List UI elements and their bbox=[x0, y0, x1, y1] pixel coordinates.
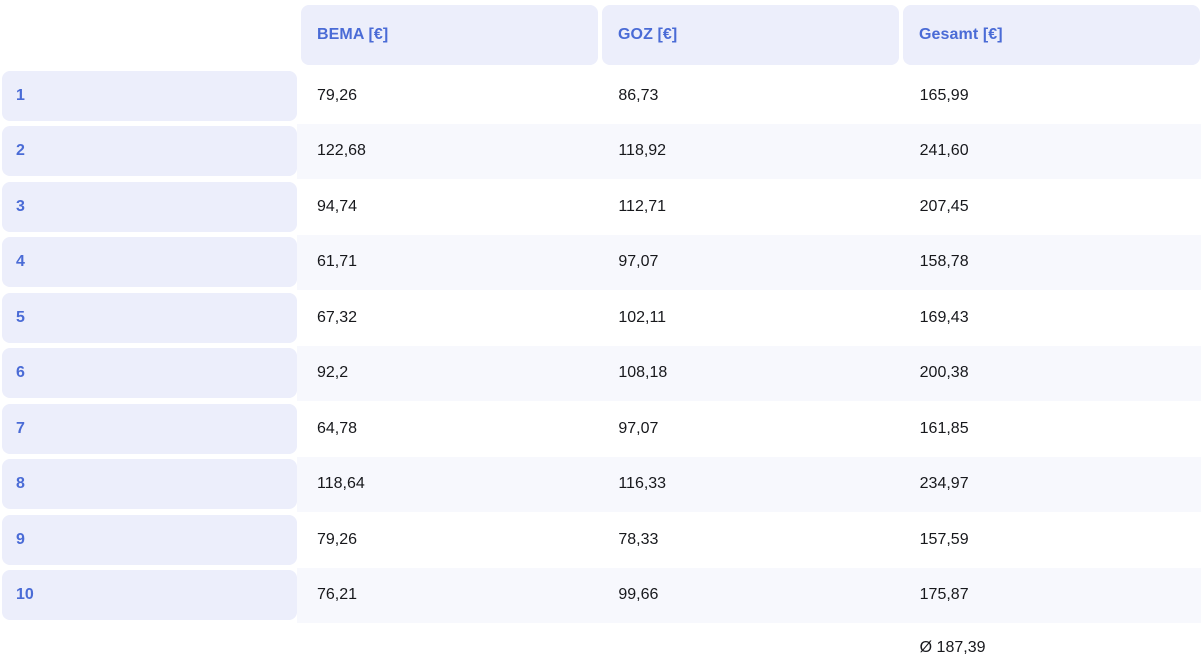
cell-bema: 76,21 bbox=[317, 586, 358, 604]
cell-goz: 99,66 bbox=[618, 586, 659, 604]
row-data: 79,26 86,73 165,99 bbox=[297, 68, 1201, 124]
cell-bema: 118,64 bbox=[317, 475, 365, 493]
cell-gesamt: 234,97 bbox=[919, 475, 969, 493]
row-header-wrap: 5 bbox=[0, 290, 297, 346]
footer-cell-bema bbox=[297, 623, 598, 672]
row-header: 9 bbox=[2, 514, 297, 565]
row-data: 118,64 116,33 234,97 bbox=[297, 456, 1201, 512]
row-data: 76,21 99,66 175,87 bbox=[297, 567, 1201, 623]
row-header: 4 bbox=[2, 237, 297, 287]
table-body: 1 79,26 86,73 165,99 2 122,68 118,92 241… bbox=[0, 68, 1201, 623]
cell-bema: 79,26 bbox=[317, 530, 358, 548]
cell-goz: 97,07 bbox=[618, 253, 659, 271]
cell-gesamt: 161,85 bbox=[919, 419, 969, 437]
cell-bema: 67,32 bbox=[317, 308, 358, 326]
table-row: 10 76,21 99,66 175,87 bbox=[0, 567, 1201, 624]
table-row: 9 79,26 78,33 157,59 bbox=[0, 512, 1201, 568]
table-row: 6 92,2 108,18 200,38 bbox=[0, 345, 1201, 402]
footer-cell-goz bbox=[598, 623, 899, 672]
row-data: 92,2 108,18 200,38 bbox=[297, 345, 1201, 401]
row-header: 8 bbox=[2, 459, 297, 509]
row-header: 1 bbox=[2, 70, 297, 121]
cell-gesamt: 157,59 bbox=[919, 530, 969, 548]
row-header-wrap: 8 bbox=[0, 457, 297, 513]
row-header-wrap: 6 bbox=[0, 346, 297, 402]
cell-goz: 118,92 bbox=[618, 142, 667, 160]
footer-cell-gesamt-average: Ø 187,39 bbox=[919, 639, 986, 656]
cell-goz: 78,33 bbox=[618, 530, 659, 548]
table-row: 3 94,74 112,71 207,45 bbox=[0, 179, 1201, 235]
row-header-wrap: 3 bbox=[0, 179, 297, 235]
row-data: 79,26 78,33 157,59 bbox=[297, 512, 1201, 568]
table-header-row: BEMA [€] GOZ [€] Gesamt [€] bbox=[301, 5, 1201, 65]
row-header: 10 bbox=[2, 570, 297, 620]
cell-gesamt: 158,78 bbox=[919, 253, 969, 271]
cell-bema: 92,2 bbox=[317, 364, 349, 382]
cell-bema: 61,71 bbox=[317, 253, 358, 271]
row-data: 94,74 112,71 207,45 bbox=[297, 179, 1201, 235]
cell-bema: 79,26 bbox=[317, 86, 358, 104]
cell-bema: 122,68 bbox=[317, 142, 366, 160]
column-header-goz: GOZ [€] bbox=[602, 5, 899, 65]
cell-goz: 112,71 bbox=[618, 197, 667, 215]
row-header-wrap: 2 bbox=[0, 124, 297, 180]
cell-gesamt: 207,45 bbox=[919, 197, 969, 215]
cell-goz: 97,07 bbox=[618, 419, 659, 437]
table-row: 1 79,26 86,73 165,99 bbox=[0, 68, 1201, 124]
cell-goz: 116,33 bbox=[618, 475, 667, 493]
cell-goz: 108,18 bbox=[618, 364, 668, 382]
row-header: 2 bbox=[2, 126, 297, 176]
cell-gesamt: 241,60 bbox=[919, 142, 969, 160]
row-header-wrap: 4 bbox=[0, 235, 297, 291]
table-row: 7 64,78 97,07 161,85 bbox=[0, 401, 1201, 457]
row-header: 6 bbox=[2, 348, 297, 398]
row-data: 67,32 102,11 169,43 bbox=[297, 290, 1201, 346]
column-header-bema: BEMA [€] bbox=[301, 5, 598, 65]
row-header: 3 bbox=[2, 181, 297, 232]
table-row: 4 61,71 97,07 158,78 bbox=[0, 234, 1201, 291]
row-data: 122,68 118,92 241,60 bbox=[297, 123, 1201, 179]
row-header-wrap: 10 bbox=[0, 568, 297, 624]
cell-bema: 94,74 bbox=[317, 197, 358, 215]
table-row: 5 67,32 102,11 169,43 bbox=[0, 290, 1201, 346]
row-header-wrap: 7 bbox=[0, 401, 297, 457]
table-footer-row: Ø 187,39 bbox=[297, 623, 1201, 672]
cell-gesamt: 175,87 bbox=[919, 586, 969, 604]
row-header: 7 bbox=[2, 403, 297, 454]
row-data: 64,78 97,07 161,85 bbox=[297, 401, 1201, 457]
cell-gesamt: 169,43 bbox=[919, 308, 969, 326]
row-data: 61,71 97,07 158,78 bbox=[297, 234, 1201, 290]
row-header-wrap: 1 bbox=[0, 68, 297, 124]
table-row: 8 118,64 116,33 234,97 bbox=[0, 456, 1201, 513]
row-header-wrap: 9 bbox=[0, 512, 297, 568]
cell-gesamt: 200,38 bbox=[919, 364, 969, 382]
row-header: 5 bbox=[2, 292, 297, 343]
cell-gesamt: 165,99 bbox=[919, 86, 969, 104]
cell-goz: 102,11 bbox=[618, 308, 667, 326]
column-header-gesamt: Gesamt [€] bbox=[903, 5, 1200, 65]
cell-goz: 86,73 bbox=[618, 86, 659, 104]
table-row: 2 122,68 118,92 241,60 bbox=[0, 123, 1201, 180]
cell-bema: 64,78 bbox=[317, 419, 358, 437]
